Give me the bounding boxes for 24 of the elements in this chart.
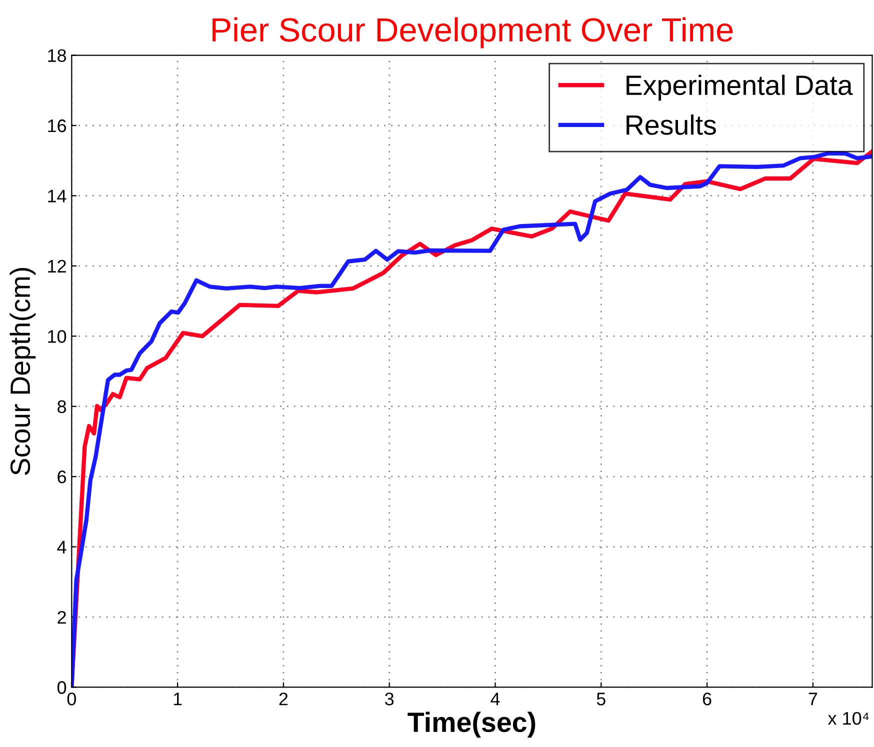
chart-title: Pier Scour Development Over Time [212, 17, 733, 48]
x-tick-label: 6 [702, 692, 712, 706]
x-tick-label: 7 [808, 692, 818, 706]
y-tick-label: 18 [48, 49, 66, 62]
x-axis-title: Time(sec) [408, 712, 536, 738]
y-tick-label: 12 [48, 260, 66, 272]
y-tick-label: 8 [58, 400, 66, 414]
x-tick-label: 4 [490, 692, 500, 706]
y-tick-label: 2 [58, 610, 66, 624]
x-tick-label: 3 [385, 692, 394, 706]
x-tick-label: 0 [67, 692, 76, 706]
legend-label: Results [626, 114, 716, 135]
y-tick-label: 6 [58, 470, 66, 484]
x-tick-label: 1 [174, 692, 182, 706]
y-tick-label: 14 [48, 190, 66, 202]
y-tick-label: 10 [48, 330, 66, 343]
text: x 10⁴ [828, 712, 869, 725]
legend-label: Experimental Data [626, 74, 853, 101]
y-tick-label: 0 [57, 681, 66, 694]
x-tick-label: 2 [279, 692, 288, 706]
y-axis-title: Scour Depth(cm) [10, 268, 36, 475]
y-tick-label: 16 [48, 119, 66, 132]
x-tick-label: 5 [596, 692, 606, 706]
y-tick-label: 4 [57, 540, 66, 554]
